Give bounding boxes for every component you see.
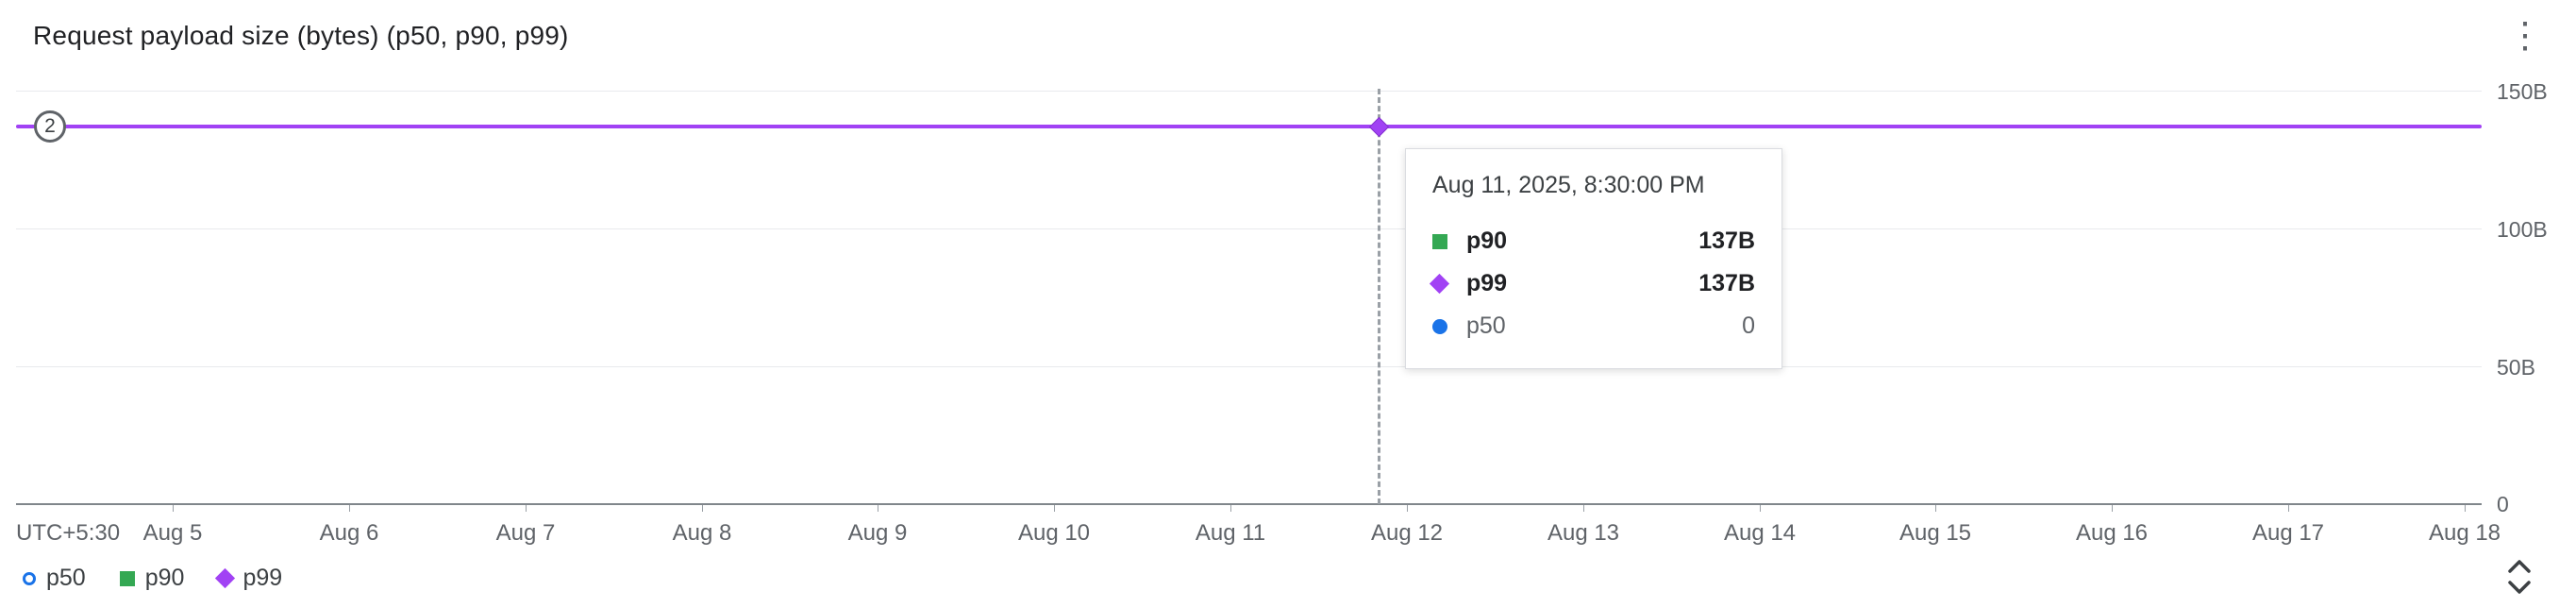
legend-item-p90[interactable]: p90 [119, 565, 185, 592]
tooltip-marker-cell [1432, 233, 1466, 249]
x-tick [173, 505, 174, 512]
overlap-count-label: 2 [44, 115, 56, 137]
tooltip-row-p90: p90 137B [1432, 220, 1755, 262]
chart-legend: p50 p90 p99 [23, 565, 282, 592]
timezone-label: UTC+5:30 [16, 520, 121, 546]
legend-label: p99 [243, 565, 283, 591]
x-tick [1054, 505, 1055, 512]
gridline-50b [16, 366, 2482, 367]
x-tick [1407, 505, 1408, 512]
p90-square-icon [119, 570, 135, 586]
x-axis-label: Aug 12 [1370, 520, 1444, 546]
tooltip-series-label: p90 [1466, 228, 1508, 254]
overlap-count-badge[interactable]: 2 [34, 110, 66, 143]
more-options-button[interactable]: ⋮ [2499, 9, 2551, 62]
x-tick [349, 505, 350, 512]
tooltip-series-label: p99 [1466, 270, 1508, 296]
x-axis-label: Aug 15 [1899, 520, 1972, 546]
gridline-150b [16, 91, 2482, 92]
x-tick [2465, 505, 2466, 512]
legend-item-p99[interactable]: p99 [215, 565, 283, 592]
x-tick [526, 505, 527, 512]
unfold-more-icon [2508, 560, 2531, 594]
tooltip-series-value: 137B [1698, 228, 1755, 254]
x-axis-label: Aug 11 [1195, 520, 1266, 546]
x-axis-label: Aug 16 [2075, 520, 2149, 546]
tooltip-row-p50: p50 0 [1432, 305, 1755, 347]
tooltip-series-label: p50 [1466, 312, 1506, 339]
hover-point-marker [1368, 116, 1390, 138]
x-axis-label: Aug 5 [142, 520, 203, 546]
p99-diamond-icon [215, 567, 236, 589]
x-axis-label: Aug 7 [495, 520, 556, 546]
chart-title: Request payload size (bytes) (p50, p90, … [33, 21, 569, 50]
legend-expand-button[interactable] [2497, 553, 2542, 600]
x-tick [2112, 505, 2113, 512]
tooltip-row-p99: p99 137B [1429, 262, 1755, 305]
x-axis-label: Aug 17 [2251, 520, 2325, 546]
tooltip-marker-cell [1432, 318, 1466, 334]
p99-diamond-icon [1429, 273, 1450, 295]
tooltip-series-value: 0 [1742, 312, 1755, 339]
x-axis-label: Aug 8 [672, 520, 732, 546]
x-axis-label: Aug 10 [1017, 520, 1091, 546]
p50-circle-icon [1432, 318, 1447, 334]
x-axis-label: Aug 9 [847, 520, 908, 546]
y-axis-label-100b: 100B [2497, 217, 2548, 242]
kebab-menu-icon: ⋮ [2507, 16, 2543, 56]
crosshair-line [1378, 89, 1380, 504]
gridline-100b [16, 228, 2482, 229]
legend-label: p90 [144, 565, 185, 591]
y-axis-label-50b: 50B [2497, 355, 2535, 380]
x-tick [1935, 505, 1936, 512]
x-axis-label: Aug 6 [319, 520, 379, 546]
x-tick [1760, 505, 1761, 512]
x-axis-label: Aug 18 [2428, 520, 2501, 546]
y-axis-label-150b: 150B [2497, 79, 2548, 104]
x-axis-label: Aug 13 [1547, 520, 1620, 546]
x-axis-label: Aug 14 [1723, 520, 1797, 546]
legend-item-p50[interactable]: p50 [23, 565, 86, 592]
tooltip-series-value: 137B [1698, 270, 1755, 296]
x-tick [1583, 505, 1584, 512]
p90-square-icon [1432, 233, 1447, 249]
p99-series-line[interactable] [16, 125, 2482, 128]
legend-label: p50 [46, 565, 86, 591]
x-tick [1230, 505, 1231, 512]
chart-tooltip: Aug 11, 2025, 8:30:00 PM p90 137B p99 13… [1405, 148, 1782, 369]
p50-open-circle-icon [23, 571, 36, 585]
y-axis-label-0: 0 [2497, 492, 2509, 516]
tooltip-marker-cell [1429, 273, 1466, 295]
x-tick [702, 505, 703, 512]
x-tick [2288, 505, 2289, 512]
tooltip-timestamp: Aug 11, 2025, 8:30:00 PM [1432, 172, 1705, 198]
x-axis-line [16, 503, 2482, 505]
